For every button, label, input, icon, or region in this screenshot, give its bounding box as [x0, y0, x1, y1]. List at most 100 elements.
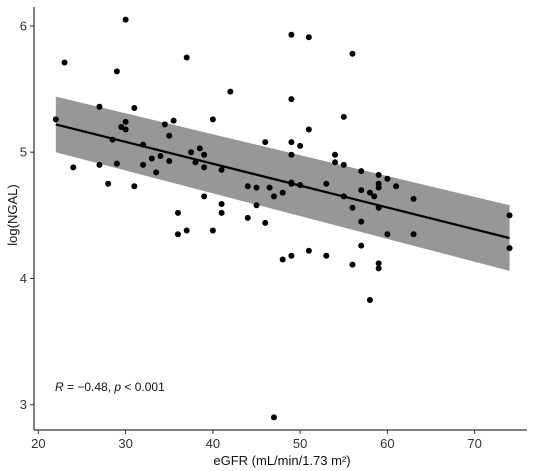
data-point [358, 218, 365, 225]
y-tick-label: 6 [20, 18, 27, 33]
data-point [253, 184, 260, 191]
data-point [96, 103, 103, 110]
x-tick-label: 40 [206, 436, 220, 451]
data-point [410, 231, 417, 238]
data-point [358, 187, 365, 194]
data-point [61, 59, 68, 66]
data-point [201, 193, 208, 200]
data-point [366, 296, 373, 303]
y-tick-label: 3 [20, 397, 27, 412]
data-point [174, 209, 181, 216]
data-point [340, 193, 347, 200]
data-point [227, 88, 234, 95]
data-point [109, 136, 116, 143]
p-value: < 0.001 [121, 380, 165, 394]
data-point [70, 164, 77, 171]
data-point [332, 151, 339, 158]
data-point [279, 256, 286, 263]
data-point [375, 180, 382, 187]
data-point [166, 132, 173, 139]
data-point [270, 193, 277, 200]
data-point [196, 145, 203, 152]
data-point [305, 126, 312, 133]
data-point [288, 252, 295, 259]
data-point [192, 159, 199, 166]
data-point [148, 155, 155, 162]
x-tick-label: 30 [118, 436, 132, 451]
data-point [305, 247, 312, 254]
data-point [288, 31, 295, 38]
data-point [166, 158, 173, 165]
data-point [253, 202, 260, 209]
data-point [157, 152, 164, 159]
data-point [410, 195, 417, 202]
data-point [183, 54, 190, 61]
data-point [340, 113, 347, 120]
data-point [384, 231, 391, 238]
data-point [371, 193, 378, 200]
data-point [244, 214, 251, 221]
data-point [96, 161, 103, 168]
regression-line-layer [55, 123, 510, 240]
data-point [174, 231, 181, 238]
r-symbol: R [55, 380, 64, 394]
data-point [375, 265, 382, 272]
y-tick-labels: 3 4 5 6 [20, 18, 27, 412]
x-tick-label: 20 [31, 436, 45, 451]
data-point [131, 105, 138, 112]
data-point [349, 261, 356, 268]
data-point [153, 169, 160, 176]
data-point [188, 149, 195, 156]
x-tick-labels: 20 30 40 50 60 70 [31, 436, 482, 451]
confidence-band [55, 96, 510, 271]
data-point [113, 68, 120, 75]
data-point [131, 183, 138, 190]
data-point [270, 414, 277, 421]
r-value: = −0.48, [64, 380, 115, 394]
y-tick-label: 4 [20, 271, 27, 286]
data-point [209, 227, 216, 234]
data-point [201, 164, 208, 171]
regression-line [55, 123, 510, 240]
data-point [183, 227, 190, 234]
data-point [288, 180, 295, 187]
data-point [506, 212, 513, 219]
data-point [506, 245, 513, 252]
y-axis-title: log(NGAL) [5, 184, 20, 245]
data-point [297, 142, 304, 149]
data-point [323, 252, 330, 259]
data-point [122, 126, 129, 133]
data-point [113, 160, 120, 167]
data-point [384, 175, 391, 182]
data-point [323, 180, 330, 187]
data-point [288, 139, 295, 146]
data-point [375, 204, 382, 211]
data-point [52, 116, 59, 123]
data-point [218, 209, 225, 216]
confidence-band-layer [55, 96, 510, 271]
data-point [358, 168, 365, 175]
p-symbol: p [113, 380, 121, 394]
data-point [279, 189, 286, 196]
axes [30, 7, 527, 434]
data-point [201, 151, 208, 158]
data-point [288, 96, 295, 103]
data-point [161, 121, 168, 128]
y-tick-label: 5 [20, 145, 27, 160]
data-point [366, 189, 373, 196]
correlation-annotation: R = −0.48, p < 0.001 [55, 380, 165, 394]
x-axis-title: eGFR (mL/min/1.73 m²) [213, 453, 350, 468]
data-point [140, 161, 147, 168]
data-point [349, 204, 356, 211]
data-point [170, 117, 177, 124]
data-point [140, 141, 147, 148]
data-point [340, 161, 347, 168]
x-tick-label: 70 [467, 436, 481, 451]
data-point [105, 180, 112, 187]
data-points-layer [52, 16, 513, 421]
data-point [297, 182, 304, 189]
data-point [305, 34, 312, 41]
data-point [358, 242, 365, 249]
data-point [122, 16, 129, 23]
